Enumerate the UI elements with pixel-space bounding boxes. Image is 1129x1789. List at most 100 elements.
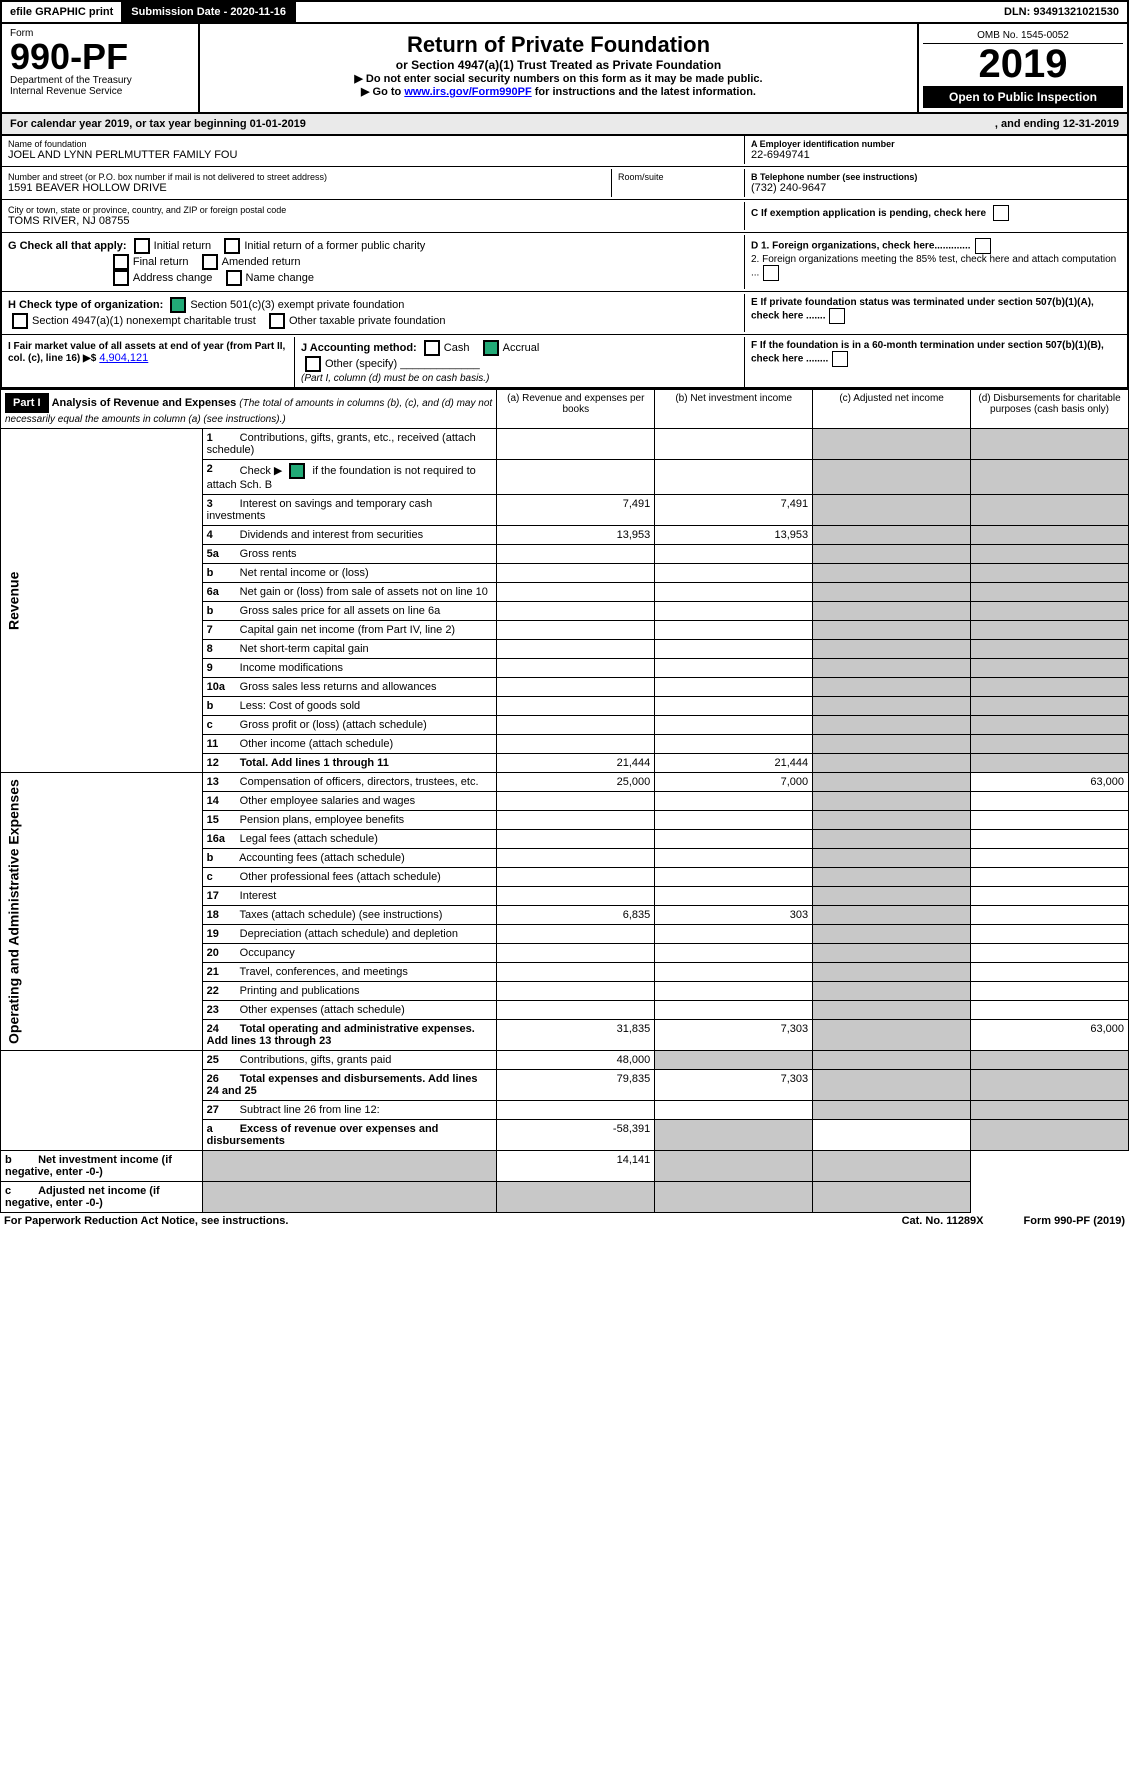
line-15-desc: 15 Pension plans, employee benefits [202,811,497,830]
form-title: Return of Private Foundation [208,32,909,58]
warning-2: ▶ Go to www.irs.gov/Form990PF for instru… [208,85,909,98]
chk-501c3[interactable] [170,297,186,313]
j-label: J Accounting method: [301,342,417,354]
line-8-desc: 8 Net short-term capital gain [202,640,497,659]
f-label: F If the foundation is in a 60-month ter… [751,340,1104,365]
sub2-suffix: for instructions and the latest informat… [532,86,756,98]
chk-final[interactable] [113,254,129,270]
j1: Cash [444,342,470,354]
line-10a-desc: 10a Gross sales less returns and allowan… [202,678,497,697]
ein-label: A Employer identification number [751,139,1121,149]
dept-1: Department of the Treasury [10,75,190,86]
line-6a-desc: 6a Net gain or (loss) from sale of asset… [202,583,497,602]
irs-link[interactable]: www.irs.gov/Form990PF [404,86,531,98]
line-19-desc: 19 Depreciation (attach schedule) and de… [202,925,497,944]
line-16a-desc: 16a Legal fees (attach schedule) [202,830,497,849]
line-c-desc: c Gross profit or (loss) (attach schedul… [202,716,497,735]
line-26-desc: 26 Total expenses and disbursements. Add… [202,1070,497,1101]
chk-4947[interactable] [12,313,28,329]
calendar-year-row: For calendar year 2019, or tax year begi… [0,114,1129,136]
line-b-desc: b Net investment income (if negative, en… [1,1151,203,1182]
col-a: (a) Revenue and expenses per books [497,390,655,429]
top-header: efile GRAPHIC print Submission Date - 20… [0,0,1129,24]
g2: Initial return of a former public charit… [244,240,425,252]
addr-label: Number and street (or P.O. box number if… [8,172,605,182]
tel-label: B Telephone number (see instructions) [751,172,1121,182]
line-20-desc: 20 Occupancy [202,944,497,963]
chk-other-method[interactable] [305,356,321,372]
d1-label: D 1. Foreign organizations, check here..… [751,241,971,252]
line-18-desc: 18 Taxes (attach schedule) (see instruct… [202,906,497,925]
line-c-desc: c Other professional fees (attach schedu… [202,868,497,887]
row-1: Revenue1 Contributions, gifts, grants, e… [1,429,1129,460]
d1-checkbox[interactable] [975,238,991,254]
line-13-desc: 13 Compensation of officers, directors, … [202,773,497,792]
g-label: G Check all that apply: [8,240,127,252]
line-b-desc: b Accounting fees (attach schedule) [202,849,497,868]
j-note: (Part I, column (d) must be on cash basi… [301,373,489,384]
g1: Initial return [154,240,211,252]
chk-amended[interactable] [202,254,218,270]
line-3-desc: 3 Interest on savings and temporary cash… [202,495,497,526]
j2: Accrual [503,342,540,354]
line-14-desc: 14 Other employee salaries and wages [202,792,497,811]
schb-checkbox[interactable] [289,463,305,479]
row-c: c Adjusted net income (if negative, ente… [1,1182,1129,1213]
revenue-sidebar: Revenue [1,429,203,773]
line-21-desc: 21 Travel, conferences, and meetings [202,963,497,982]
e-checkbox[interactable] [829,308,845,324]
line-7-desc: 7 Capital gain net income (from Part IV,… [202,621,497,640]
line-23-desc: 23 Other expenses (attach schedule) [202,1001,497,1020]
footer-left: For Paperwork Reduction Act Notice, see … [4,1215,288,1227]
line-4-desc: 4 Dividends and interest from securities [202,526,497,545]
chk-initial-public[interactable] [224,238,240,254]
tax-year: 2019 [923,44,1123,84]
footer-mid: Cat. No. 11289X [902,1215,984,1227]
g5: Address change [133,272,213,284]
street-address: 1591 BEAVER HOLLOW DRIVE [8,182,605,194]
h2: Section 4947(a)(1) nonexempt charitable … [32,315,256,327]
dln: DLN: 93491321021530 [996,2,1127,22]
row-b: b Net investment income (if negative, en… [1,1151,1129,1182]
part1-table: Part I Analysis of Revenue and Expenses … [0,389,1129,1213]
chk-name[interactable] [226,270,242,286]
footer: For Paperwork Reduction Act Notice, see … [0,1213,1129,1229]
chk-other-taxable[interactable] [269,313,285,329]
open-to-public: Open to Public Inspection [923,86,1123,108]
d2-label: 2. Foreign organizations meeting the 85%… [751,254,1116,279]
chk-address[interactable] [113,270,129,286]
part1-title: Analysis of Revenue and Expenses [52,397,237,409]
form-subtitle: or Section 4947(a)(1) Trust Treated as P… [208,58,909,72]
h1: Section 501(c)(3) exempt private foundat… [190,299,404,311]
col-b: (b) Net investment income [655,390,813,429]
city-label: City or town, state or province, country… [8,205,738,215]
line-9-desc: 9 Income modifications [202,659,497,678]
foundation-name: JOEL AND LYNN PERLMUTTER FAMILY FOU [8,149,738,161]
chk-accrual[interactable] [483,340,499,356]
f-checkbox[interactable] [832,351,848,367]
city-state-zip: TOMS RIVER, NJ 08755 [8,215,738,227]
col-d: (d) Disbursements for charitable purpose… [971,390,1129,429]
name-label: Name of foundation [8,139,738,149]
line-12-desc: 12 Total. Add lines 1 through 11 [202,754,497,773]
d2-checkbox[interactable] [763,265,779,281]
line-17-desc: 17 Interest [202,887,497,906]
line-22-desc: 22 Printing and publications [202,982,497,1001]
h-label: H Check type of organization: [8,299,163,311]
line-24-desc: 24 Total operating and administrative ex… [202,1020,497,1051]
chk-initial[interactable] [134,238,150,254]
spacer [1,1051,203,1151]
fmv-value[interactable]: 4,904,121 [99,352,148,364]
warning-1: ▶ Do not enter social security numbers o… [208,72,909,85]
ein: 22-6949741 [751,149,1121,161]
line-b-desc: b Net rental income or (loss) [202,564,497,583]
dept-2: Internal Revenue Service [10,86,190,97]
g3: Final return [133,256,189,268]
e-label: E If private foundation status was termi… [751,297,1094,322]
title-band: Form 990-PF Department of the Treasury I… [0,24,1129,114]
c-checkbox[interactable] [993,205,1009,221]
line-11-desc: 11 Other income (attach schedule) [202,735,497,754]
g6: Name change [246,272,315,284]
line-1-desc: 1 Contributions, gifts, grants, etc., re… [202,429,497,460]
chk-cash[interactable] [424,340,440,356]
